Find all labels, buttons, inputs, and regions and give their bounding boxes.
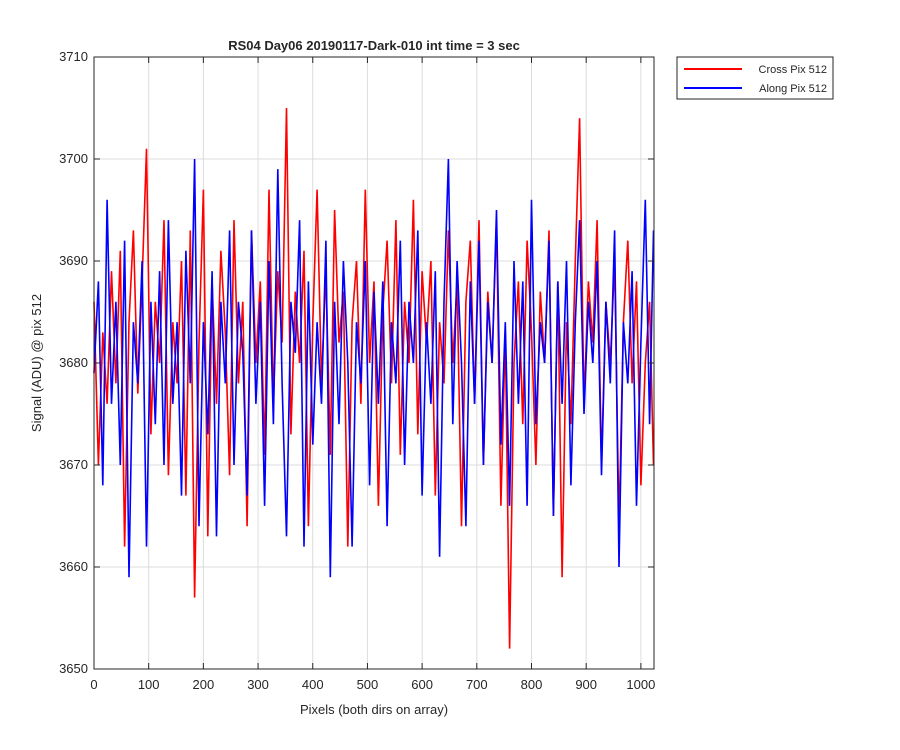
- legend-label-along: Along Pix 512: [759, 83, 827, 95]
- series-line-cross: [93, 107, 655, 649]
- x-axis-label: Pixels (both dirs on array): [300, 702, 448, 717]
- tick-labels: 0 100 200 300 400 500 600 700 800 900 1000 3650 3660…: [59, 49, 655, 692]
- legend-box: [676, 56, 834, 100]
- y-tick-label: 3700: [59, 151, 88, 166]
- x-tick-label: 100: [138, 677, 160, 692]
- legend-label-cross: Cross Pix 512: [759, 64, 827, 76]
- x-tick-label: 600: [411, 677, 433, 692]
- x-tick-label: 800: [521, 677, 543, 692]
- x-tick-label: 500: [357, 677, 379, 692]
- y-tick-label: 3670: [59, 457, 88, 472]
- x-tick-label: 200: [193, 677, 215, 692]
- series-line-along: [93, 158, 655, 578]
- chart-title: RS04 Day06 20190117-Dark-010 int time = …: [228, 38, 520, 53]
- y-tick-label: 3680: [59, 355, 88, 370]
- legend: Cross Pix 512 Along Pix 512: [676, 56, 834, 100]
- x-tick-label: 400: [302, 677, 324, 692]
- x-tick-label: 1000: [626, 677, 655, 692]
- x-tick-label: 0: [90, 677, 97, 692]
- x-tick-label: 900: [575, 677, 597, 692]
- y-tick-label: 3690: [59, 253, 88, 268]
- series-layer: [93, 107, 655, 649]
- y-axis-label: Signal (ADU) @ pix 512: [29, 294, 44, 432]
- x-tick-label: 700: [466, 677, 488, 692]
- axis-ticks: [93, 56, 654, 670]
- x-tick-label: 300: [247, 677, 269, 692]
- y-tick-label: 3710: [59, 49, 88, 64]
- y-tick-label: 3650: [59, 661, 88, 676]
- y-tick-label: 3660: [59, 559, 88, 574]
